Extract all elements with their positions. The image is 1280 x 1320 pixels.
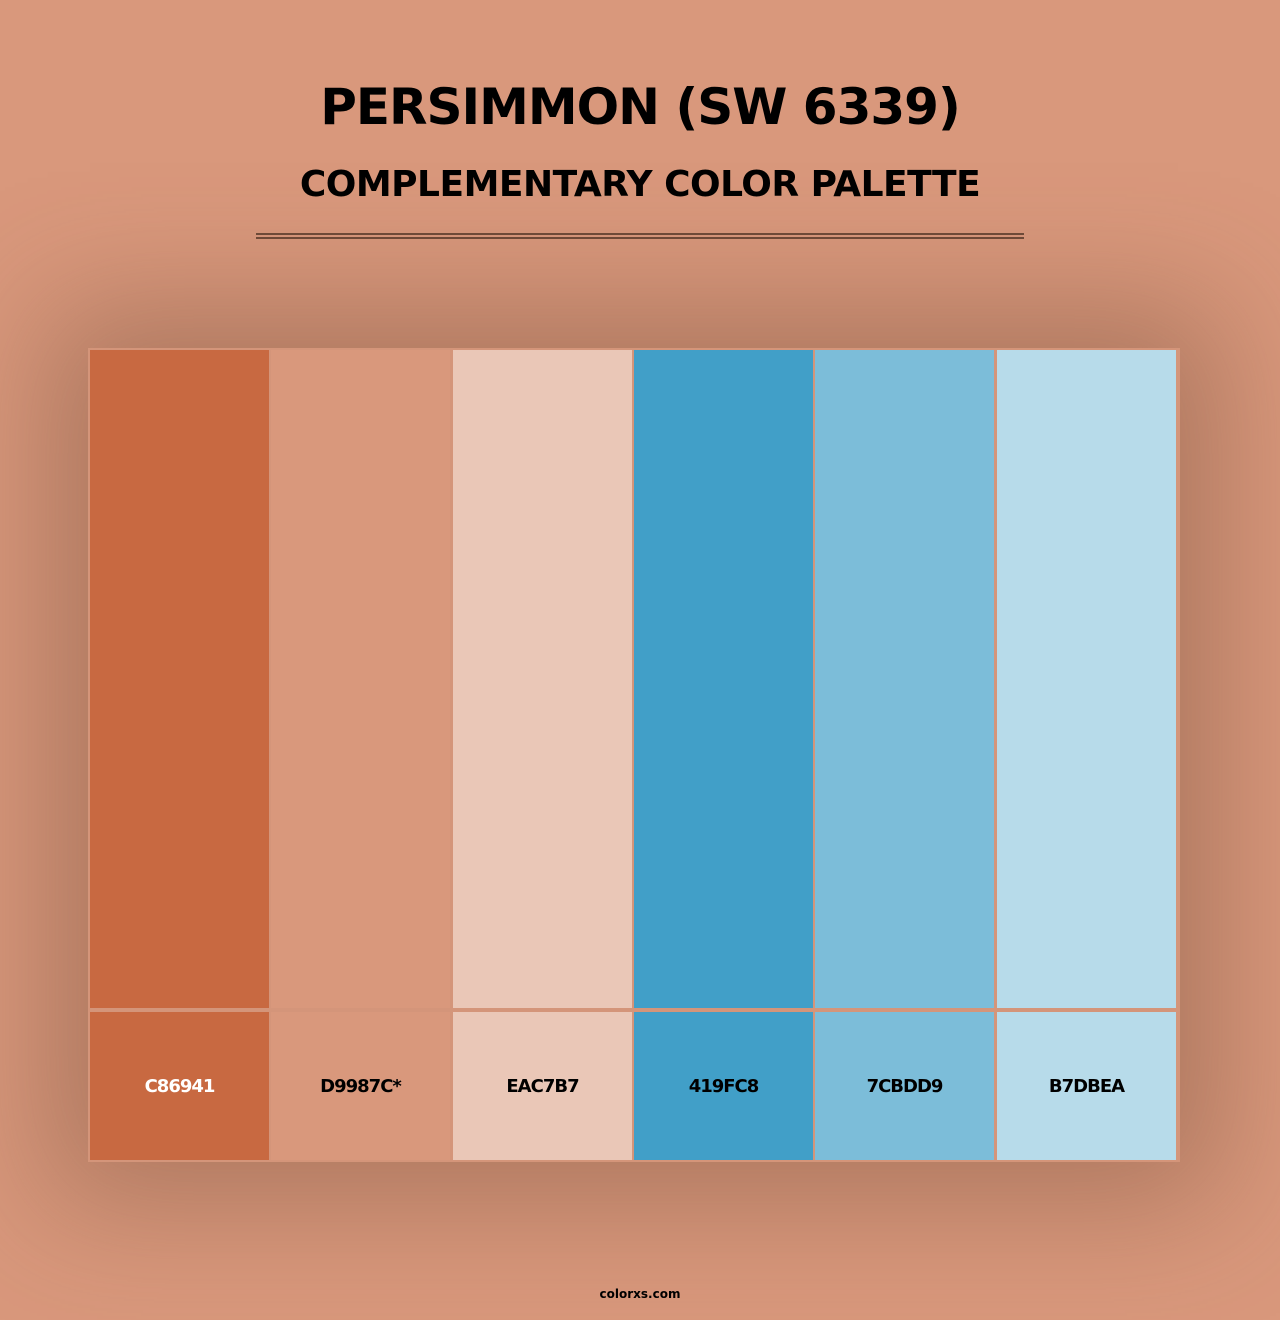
color-swatch[interactable] [271,350,450,1008]
page-subtitle: COMPLEMENTARY COLOR PALETTE [299,164,981,205]
page-title: PERSIMMON (SW 6339) [320,78,961,136]
site-footer[interactable]: colorxs.com [599,1287,681,1301]
color-hex-label: 7CBDD9 [815,1012,994,1160]
color-swatch[interactable] [90,350,269,1008]
color-swatch[interactable] [453,350,632,1008]
divider-top [256,233,1024,235]
color-swatch[interactable] [634,350,813,1008]
color-swatch[interactable] [815,350,994,1008]
color-hex-label: EAC7B7 [453,1012,632,1160]
color-hex-label: 419FC8 [634,1012,813,1160]
color-hex-label: D9987C* [271,1012,450,1160]
divider-bottom [256,237,1024,239]
color-hex-label: B7DBEA [997,1012,1176,1160]
color-swatch[interactable] [997,350,1176,1008]
color-hex-label: C86941 [90,1012,269,1160]
color-palette: C86941 D9987C* EAC7B7 419FC8 7CBDD9 B7DB… [88,348,1180,1162]
